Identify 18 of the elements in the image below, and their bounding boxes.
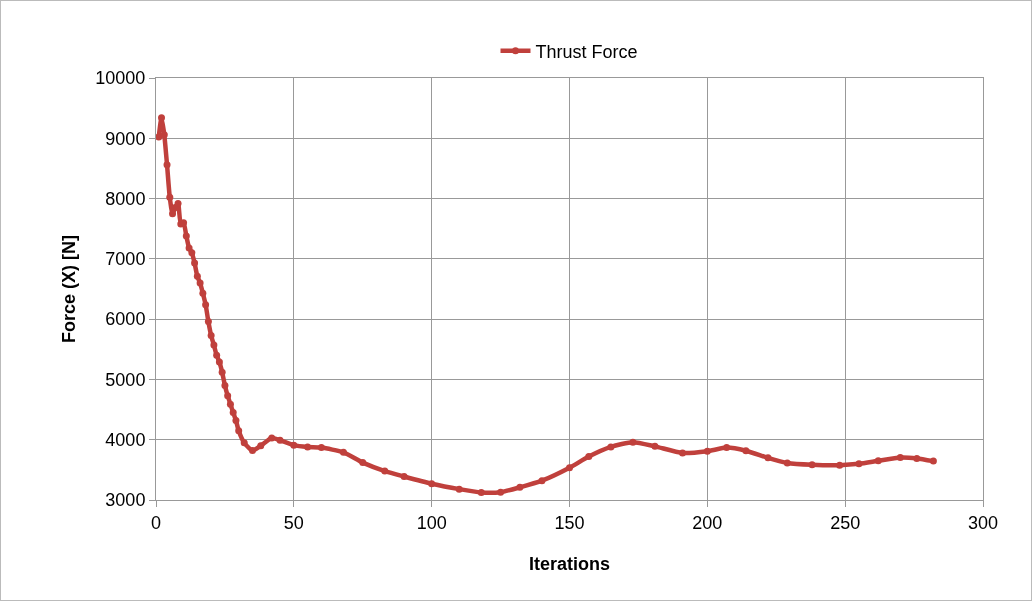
x-tick-label: 300: [967, 512, 999, 533]
x-tick-label: 250: [830, 512, 861, 533]
x-tick-label: 0: [150, 512, 162, 533]
y-tick-label: 3000: [105, 490, 146, 511]
y-tick-label: 5000: [105, 369, 146, 390]
legend-label: Thrust Force: [535, 41, 638, 62]
y-tick-label: 7000: [105, 249, 146, 270]
y-axis-title: Force (X) [N]: [58, 235, 79, 343]
y-tick-label: 6000: [105, 309, 146, 330]
x-tick-label: 100: [416, 512, 447, 533]
y-tick-label: 8000: [105, 188, 146, 209]
y-tick-label: 4000: [105, 430, 146, 451]
x-tick-label: 150: [554, 512, 585, 533]
y-tick-label: 9000: [105, 128, 146, 149]
y-tick-label: 10000: [95, 68, 146, 89]
x-axis-title: Iterations: [528, 553, 611, 574]
x-tick-label: 50: [283, 512, 304, 533]
x-tick-label: 200: [692, 512, 723, 533]
